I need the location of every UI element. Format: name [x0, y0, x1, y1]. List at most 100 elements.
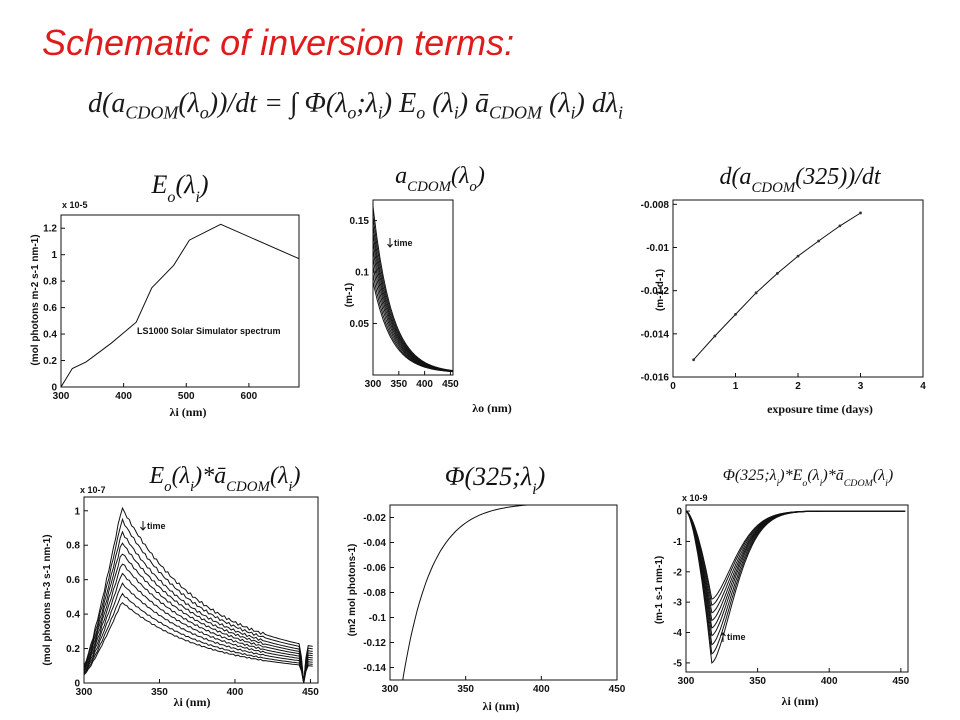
y-tick-label: 0.8: [43, 277, 57, 288]
series-line-2: [84, 517, 313, 683]
x-axis-label: exposure time (days): [767, 402, 873, 416]
x-tick-label: 450: [442, 379, 459, 390]
y-axis-label: (m2 mol photons-1): [347, 544, 358, 637]
axis-exponent: x 10-7: [80, 485, 106, 495]
equation: d(aCDOM(λo))/dt = ∫ Φ(λo;λi) Eo (λi) āCD…: [88, 88, 623, 123]
data-point: [734, 313, 737, 316]
chart-eo-spectrum: 300 400 500 600 0 0.2 0.4 0.6 0.8 1 1.2 Eo(λi) λi (n…: [30, 170, 300, 419]
y-tick-label: 0.6: [43, 303, 57, 314]
y-tick-label: 0.6: [66, 575, 80, 586]
y-tick-label: -0.012: [641, 286, 670, 297]
x-tick-label: 0: [670, 381, 676, 392]
series-line-10: [373, 281, 453, 373]
series-line-1: [84, 506, 313, 683]
y-tick-label: -4: [673, 628, 682, 639]
x-tick-label: 2: [795, 381, 801, 392]
y-tick-label: -0.06: [363, 563, 386, 574]
annotation-label: time: [727, 632, 746, 642]
plot-frame: [372, 199, 454, 376]
time-arrow: [387, 238, 393, 248]
y-axis-label: (m-1): [344, 283, 355, 307]
y-tick-label: -0.014: [641, 329, 670, 340]
y-tick-label: 0: [676, 507, 682, 518]
y-tick-label: 0.2: [43, 356, 57, 367]
data-point: [817, 239, 821, 243]
x-axis-label: λi (nm): [782, 694, 819, 708]
series-line-8: [84, 582, 313, 683]
x-tick-label: 400: [227, 687, 244, 698]
y-tick-label: -0.1: [369, 613, 387, 624]
x-tick-label: 400: [416, 379, 433, 390]
annotation-label: time: [147, 521, 166, 531]
x-axis-label: λi (nm): [483, 699, 520, 713]
x-tick-label: 300: [365, 379, 382, 390]
plot-frame: [60, 214, 300, 388]
y-axis-label: (m-1 s-1 nm-1): [654, 556, 665, 624]
series-line-6: [84, 563, 313, 683]
series-line-9: [686, 510, 906, 600]
data-point: [754, 291, 758, 295]
data-point: [775, 271, 779, 275]
plot-frame: [389, 504, 618, 681]
y-tick-label: -0.04: [363, 538, 386, 549]
y-tick-label: -1: [673, 537, 682, 548]
x-tick-label: 3: [858, 381, 864, 392]
chart-title: Eo(λi)*āCDOM(λi): [149, 463, 301, 495]
x-tick-label: 350: [390, 379, 407, 390]
plot-frame: [685, 504, 909, 673]
chart-title: Φ(325;λi)*Eo(λi)*āCDOM(λi): [723, 467, 893, 489]
chart-eo-acdom-product: 300 350 400 450 0 0.2 0.4 0.6 0.8 1 Eo(λi)*āCDOM(λ…: [42, 463, 319, 709]
annotation-label: time: [394, 238, 413, 248]
chart-title: Eo(λi): [150, 170, 208, 206]
x-tick-label: 600: [241, 391, 258, 402]
y-axis-label: (m-1 d-1): [655, 269, 666, 311]
y-tick-label: 0.4: [43, 330, 57, 341]
data-point: [838, 224, 842, 228]
chart-acdom: 300 350 400 450 0.05 0.1 0.15 aCDOM(λo) λo (nm) (…: [344, 163, 512, 415]
series-line-10: [84, 601, 313, 683]
y-tick-label: -5: [673, 658, 682, 669]
x-tick-label: 350: [151, 687, 168, 698]
chart-phi-product: 300 350 400 450 0 -1 -2 -3 -4 -5 Φ(325;λi)*Eo(λi)*…: [654, 467, 910, 708]
y-axis-label: (mol photons m-3 s-1 nm-1): [42, 534, 53, 665]
y-tick-label: 0.2: [66, 644, 80, 655]
chart-title: aCDOM(λo): [395, 163, 485, 195]
x-tick-label: 400: [533, 684, 550, 695]
x-tick-label: 450: [302, 687, 319, 698]
series-line-1: [693, 212, 861, 361]
x-tick-label: 300: [382, 684, 399, 695]
series-line-7: [84, 572, 313, 683]
data-point: [713, 334, 717, 338]
chart-title: Φ(325;λi): [445, 462, 546, 498]
y-tick-label: 0.4: [66, 610, 80, 621]
y-tick-label: -0.01: [646, 243, 669, 254]
y-tick-label: 1: [51, 250, 57, 261]
y-tick-label: 0: [51, 383, 57, 394]
y-tick-label: -0.008: [641, 200, 670, 211]
data-point: [692, 358, 696, 362]
y-tick-label: -0.08: [363, 588, 386, 599]
y-tick-label: -0.14: [363, 663, 386, 674]
y-tick-label: 1: [74, 506, 80, 517]
series-line-1: [61, 223, 299, 387]
series-line-3: [84, 530, 313, 683]
y-tick-label: 0.8: [66, 541, 80, 552]
y-tick-label: 0.15: [350, 216, 370, 227]
series-line-1: [402, 505, 534, 680]
y-tick-label: 0.1: [355, 268, 369, 279]
x-axis-label: λo (nm): [472, 401, 512, 415]
x-axis-label: λi (nm): [170, 405, 207, 419]
series-line-5: [84, 553, 313, 683]
x-tick-label: 450: [892, 676, 909, 687]
x-tick-label: 300: [76, 687, 93, 698]
y-tick-label: -2: [673, 567, 682, 578]
x-tick-label: 1: [733, 381, 739, 392]
time-arrow: [140, 521, 146, 531]
series-line-9: [84, 592, 313, 683]
y-tick-label: -0.12: [363, 638, 386, 649]
x-axis-label: λi (nm): [174, 695, 211, 709]
y-tick-label: 1.2: [43, 224, 57, 235]
x-tick-label: 450: [609, 684, 626, 695]
chart-title: d(aCDOM(325))/dt: [719, 164, 881, 196]
x-tick-label: 350: [457, 684, 474, 695]
